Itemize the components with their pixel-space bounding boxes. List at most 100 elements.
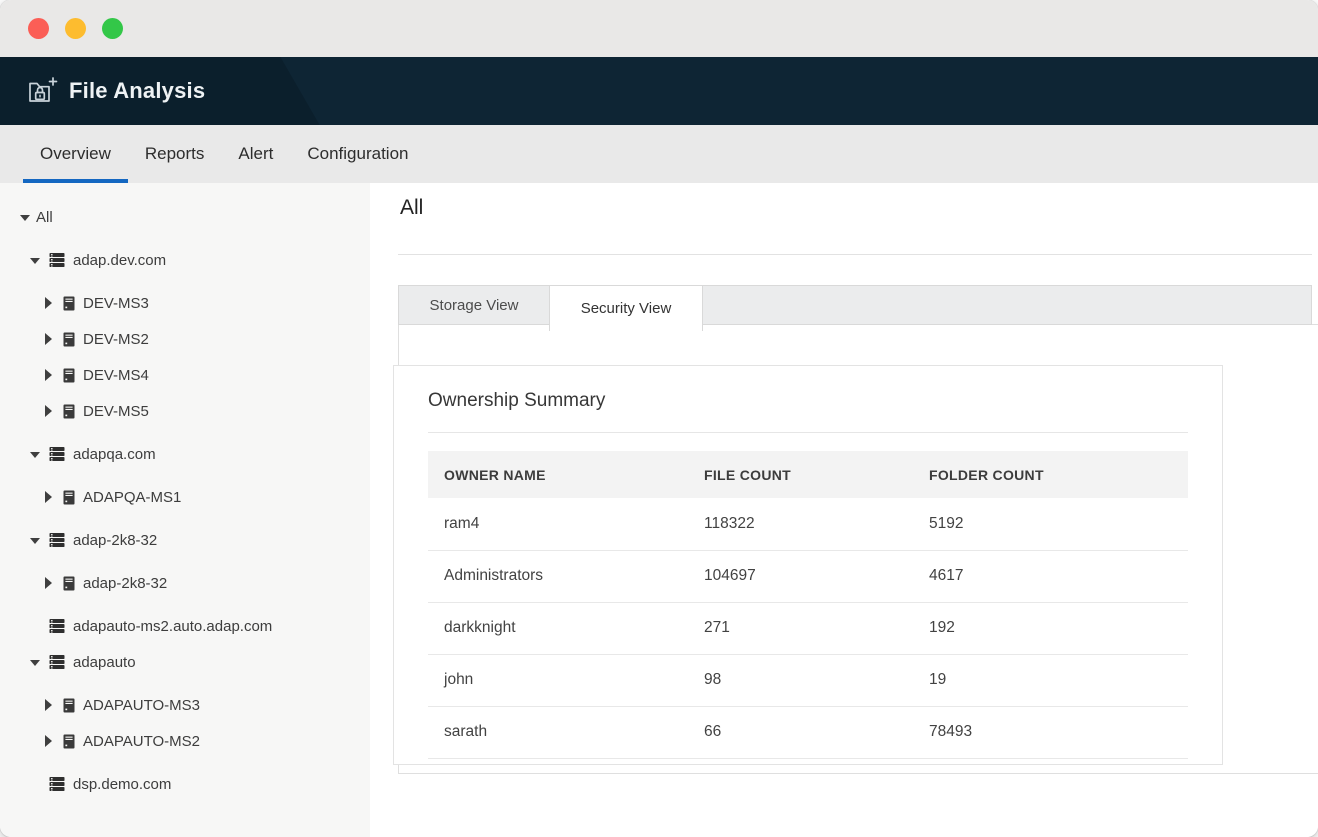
primary-nav: Overview Reports Alert Configuration <box>0 125 1318 183</box>
file-count-cell: 98 <box>688 654 913 707</box>
machine-server-icon <box>63 404 75 419</box>
tree-item-label: DEV-MS3 <box>83 294 149 312</box>
column-header-folder-count: FOLDER COUNT <box>913 451 1188 498</box>
owner-name-cell: john <box>428 654 688 707</box>
main-panel: All Storage View Security View Ownership … <box>370 183 1318 837</box>
tree-item-dev-ms4[interactable]: DEV-MS4 <box>0 357 370 393</box>
tree-item-label: adapauto <box>73 653 136 671</box>
file-count-cell: 271 <box>688 602 913 655</box>
domain-server-icon <box>49 532 65 548</box>
tree-item-dev-ms2[interactable]: DEV-MS2 <box>0 321 370 357</box>
ownership-summary-table: OWNER NAME FILE COUNT FOLDER COUNT ram4 118… <box>428 451 1188 759</box>
nav-tab-configuration[interactable]: Configuration <box>307 144 409 163</box>
caret-right-icon[interactable] <box>42 368 56 382</box>
domain-server-icon <box>49 618 65 634</box>
nav-tab-reports[interactable]: Reports <box>144 144 205 163</box>
machine-server-icon <box>63 368 75 383</box>
tree-item-dev-ms3[interactable]: DEV-MS3 <box>0 285 370 321</box>
tree-item-adapqa-ms1[interactable]: ADAPQA-MS1 <box>0 479 370 515</box>
caret-right-icon[interactable] <box>42 332 56 346</box>
caret-spacer <box>28 777 42 791</box>
caret-down-icon[interactable] <box>18 210 32 224</box>
tree-item-dev-ms5[interactable]: DEV-MS5 <box>0 393 370 429</box>
file-count-cell: 104697 <box>688 550 913 603</box>
tree-item-label: DEV-MS2 <box>83 330 149 348</box>
page-title: All <box>400 196 424 219</box>
tree-item-label: adap-2k8-32 <box>73 531 158 549</box>
tree-item-label: ADAPAUTO-MS2 <box>83 732 200 750</box>
tree-item-label: adapauto-ms2.auto.adap.com <box>73 617 273 635</box>
table-header-row: OWNER NAME FILE COUNT FOLDER COUNT <box>428 451 1188 498</box>
tree-item-label: ADAPAUTO-MS3 <box>83 696 200 714</box>
domain-server-icon <box>49 654 65 670</box>
tree-item-adapqa-com[interactable]: adapqa.com <box>0 436 370 472</box>
owner-name-cell: darkknight <box>428 602 688 655</box>
table-row-john: john 98 19 <box>428 654 1188 707</box>
view-tabs: Storage View Security View <box>398 285 1312 331</box>
tree-item-all[interactable]: All <box>0 199 370 235</box>
machine-server-icon <box>63 734 75 749</box>
tree-item-label: All <box>36 208 53 226</box>
machine-server-icon <box>63 576 75 591</box>
caret-down-icon[interactable] <box>28 655 42 669</box>
heading-divider <box>398 254 1312 255</box>
tree-item-adapauto-ms2-auto-adap-com[interactable]: adapauto-ms2.auto.adap.com <box>0 608 370 644</box>
caret-down-icon[interactable] <box>28 533 42 547</box>
view-tab-security-view[interactable]: Security View <box>549 285 703 331</box>
tree-item-label: dsp.demo.com <box>73 775 172 793</box>
folder-count-cell: 4617 <box>913 550 1188 603</box>
tree-item-label: DEV-MS4 <box>83 366 149 384</box>
column-header-owner-name: OWNER NAME <box>428 451 688 498</box>
table-row-ram4: ram4 118322 5192 <box>428 498 1188 551</box>
caret-down-icon[interactable] <box>28 253 42 267</box>
window-close-icon[interactable] <box>28 18 49 39</box>
nav-tab-alert[interactable]: Alert <box>238 144 274 163</box>
folder-count-cell: 78493 <box>913 706 1188 759</box>
caret-right-icon[interactable] <box>42 734 56 748</box>
file-count-cell: 66 <box>688 706 913 759</box>
tree-item-label: ADAPQA-MS1 <box>83 488 182 506</box>
machine-server-icon <box>63 296 75 311</box>
owner-name-cell: Administrators <box>428 550 688 603</box>
caret-right-icon[interactable] <box>42 404 56 418</box>
caret-spacer <box>28 619 42 633</box>
tree-item-label: adap-2k8-32 <box>83 574 168 592</box>
owner-name-cell: sarath <box>428 706 688 759</box>
nav-tab-overview[interactable]: Overview <box>23 125 128 183</box>
content-area: All adap.dev.com DEV-MS3 DEV-MS2 DEV-MS4… <box>0 183 1318 837</box>
ownership-summary-card: Ownership Summary OWNER NAME FILE COUNT FO… <box>393 365 1223 765</box>
table-row-sarath: sarath 66 78493 <box>428 706 1188 759</box>
resource-tree: All adap.dev.com DEV-MS3 DEV-MS2 DEV-MS4… <box>0 183 370 837</box>
tree-item-adap-2k8-32[interactable]: adap-2k8-32 <box>0 522 370 558</box>
tree-item-adapauto-ms2[interactable]: ADAPAUTO-MS2 <box>0 723 370 759</box>
tree-item-label: adapqa.com <box>73 445 156 463</box>
domain-server-icon <box>49 446 65 462</box>
view-tab-storage-view[interactable]: Storage View <box>429 296 519 314</box>
tree-item-dsp-demo-com[interactable]: dsp.demo.com <box>0 766 370 802</box>
app-header: File Analysis <box>0 57 1318 125</box>
machine-server-icon <box>63 490 75 505</box>
caret-right-icon[interactable] <box>42 296 56 310</box>
file-count-cell: 118322 <box>688 498 913 551</box>
machine-server-icon <box>63 698 75 713</box>
caret-right-icon[interactable] <box>42 490 56 504</box>
card-title-divider <box>428 432 1188 433</box>
tree-item-adap-dev-com[interactable]: adap.dev.com <box>0 242 370 278</box>
table-row-administrators: Administrators 104697 4617 <box>428 550 1188 603</box>
folder-lock-add-icon <box>27 75 58 107</box>
card-title: Ownership Summary <box>428 390 606 411</box>
window-zoom-icon[interactable] <box>102 18 123 39</box>
tab-panel: Ownership Summary OWNER NAME FILE COUNT FO… <box>393 324 1318 774</box>
window-minimize-icon[interactable] <box>65 18 86 39</box>
caret-down-icon[interactable] <box>28 447 42 461</box>
folder-count-cell: 192 <box>913 602 1188 655</box>
tree-item-adap-2k8-32[interactable]: adap-2k8-32 <box>0 565 370 601</box>
caret-right-icon[interactable] <box>42 698 56 712</box>
tree-item-adapauto[interactable]: adapauto <box>0 644 370 680</box>
folder-count-cell: 19 <box>913 654 1188 707</box>
tree-item-adapauto-ms3[interactable]: ADAPAUTO-MS3 <box>0 687 370 723</box>
caret-right-icon[interactable] <box>42 576 56 590</box>
app-title: File Analysis <box>69 78 206 103</box>
window-titlebar <box>0 0 1318 57</box>
